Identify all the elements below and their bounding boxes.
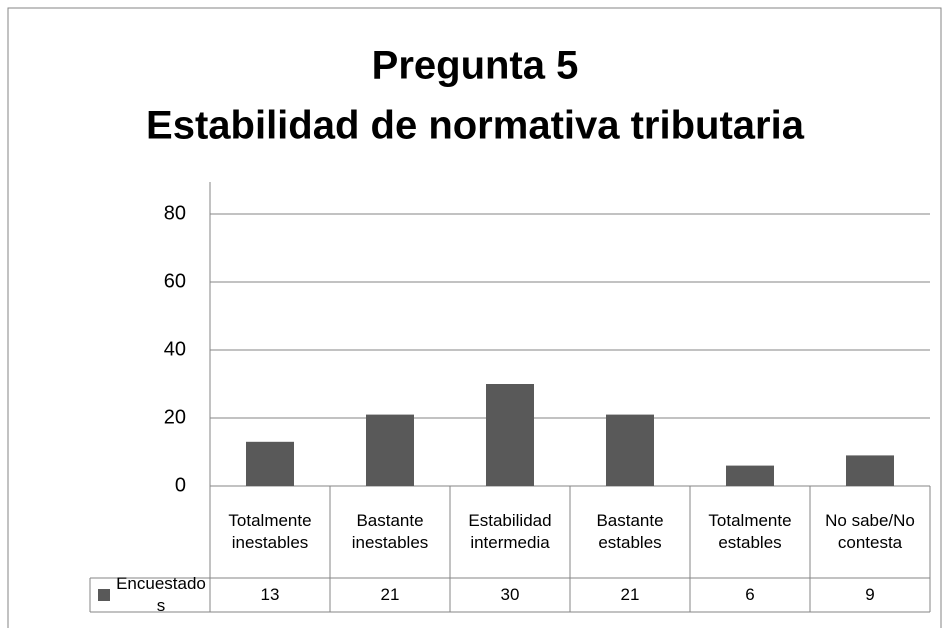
x-tick-label: Estabilidad intermedia [468,511,552,552]
bar [606,414,654,486]
y-tick-label: 40 [164,338,186,360]
bar [486,384,534,486]
table-value: 6 [745,585,755,604]
bar [246,441,294,486]
y-tick-label: 80 [164,202,186,224]
y-tick-label: 0 [175,474,186,496]
bar [846,455,894,486]
y-tick-label: 20 [164,406,186,428]
x-tick-label: Bastante estables [596,511,664,552]
y-tick-label: 60 [164,270,186,292]
bar [366,414,414,486]
legend-swatch [98,589,110,601]
x-tick-label: Totalmente estables [708,511,792,552]
table-value: 9 [865,585,875,604]
table-value: 21 [620,585,640,604]
table-value: 21 [380,585,400,604]
x-tick-label: No sabe/No contesta [825,511,915,552]
chart-title: Pregunta 5 [372,44,579,88]
table-value: 13 [260,585,280,604]
x-tick-label: Totalmente inestables [228,511,312,552]
chart-subtitle: Estabilidad de normativa tributaria [146,104,805,148]
table-value: 30 [500,585,520,604]
bar [726,465,774,486]
x-tick-label: Bastante inestables [351,511,429,552]
chart-border [7,7,942,628]
legend-label: Encuestados [116,574,206,615]
